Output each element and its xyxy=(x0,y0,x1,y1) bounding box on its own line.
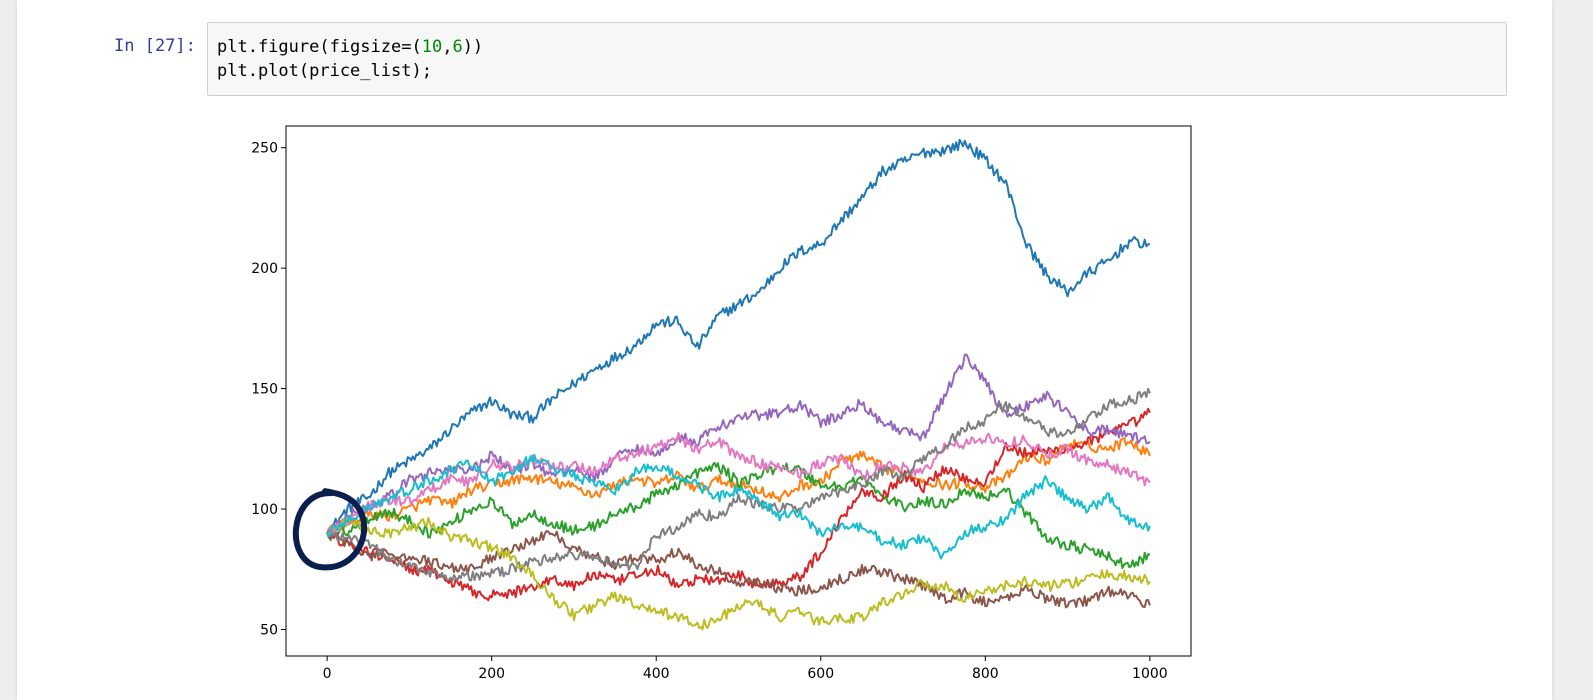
y-tick-label: 50 xyxy=(260,623,278,639)
x-tick-label: 400 xyxy=(643,666,670,682)
x-tick-label: 200 xyxy=(478,666,505,682)
series-line-9 xyxy=(326,516,1151,631)
series-group xyxy=(326,138,1151,631)
code-line1-suffix: )) xyxy=(462,37,484,57)
series-line-7 xyxy=(326,431,1151,536)
x-tick-label: 0 xyxy=(323,666,332,682)
code-input-area[interactable]: plt.figure(figsize=(10,6)) plt.plot(pric… xyxy=(207,22,1507,96)
series-line-6 xyxy=(326,530,1151,609)
x-tick-label: 1000 xyxy=(1132,666,1168,682)
series-line-5 xyxy=(326,353,1151,535)
x-tick-label: 600 xyxy=(807,666,834,682)
code-separator: , xyxy=(442,37,453,57)
y-tick-label: 100 xyxy=(251,502,278,518)
x-tick-label: 800 xyxy=(972,666,999,682)
code-line1-prefix: plt.figure(figsize=( xyxy=(217,37,422,57)
plot-frame xyxy=(285,125,1192,657)
series-line-4 xyxy=(326,407,1151,602)
series-line-10 xyxy=(326,453,1151,560)
code-line2: plt.plot(price_list); xyxy=(217,61,432,81)
code-number-width: 10 xyxy=(421,37,443,57)
notebook-page: In [27]: plt.figure(figsize=(10,6)) plt.… xyxy=(17,0,1552,700)
line-chart: 0 200 400 600 800 1000 50 100 150 200 250 xyxy=(251,125,1192,682)
code-text[interactable]: plt.figure(figsize=(10,6)) plt.plot(pric… xyxy=(217,35,483,83)
input-prompt: In [27]: xyxy=(114,36,196,56)
code-cell[interactable]: In [27]: plt.figure(figsize=(10,6)) plt.… xyxy=(17,0,1552,700)
series-line-8 xyxy=(326,387,1151,582)
output-area: 0 200 400 600 800 1000 50 100 150 200 250 xyxy=(207,110,1507,700)
series-line-1 xyxy=(326,138,1151,538)
annotation-circle xyxy=(292,488,368,571)
code-number-height: 6 xyxy=(452,37,463,57)
y-tick-label: 150 xyxy=(251,382,278,398)
y-tick-label: 200 xyxy=(251,261,278,277)
y-tick-label: 250 xyxy=(251,141,278,157)
